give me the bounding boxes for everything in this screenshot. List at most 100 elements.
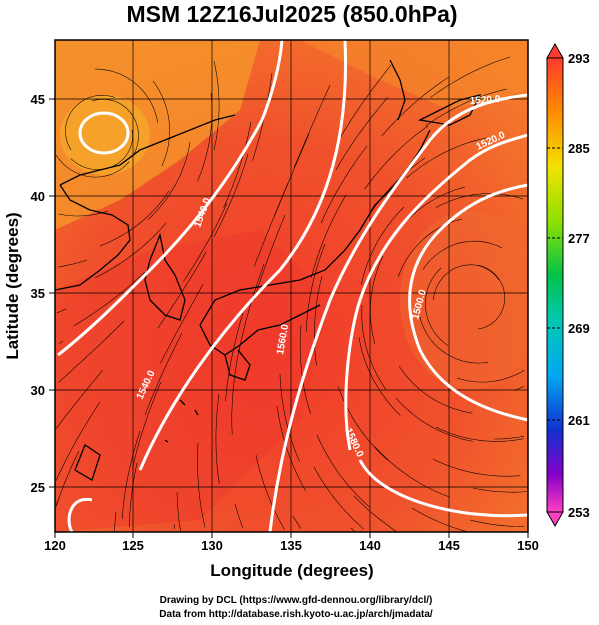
streamline bbox=[55, 401, 101, 481]
streamline bbox=[411, 507, 467, 532]
streamline bbox=[152, 80, 170, 167]
streamline bbox=[160, 283, 204, 364]
x-tick-label: 150 bbox=[517, 538, 539, 553]
streamline bbox=[234, 503, 244, 528]
y-tick-label: 35 bbox=[31, 286, 45, 301]
colorbar: 293 285 277 269 261 253 bbox=[546, 42, 590, 528]
streamline bbox=[225, 312, 244, 402]
streamline bbox=[406, 137, 487, 179]
streamline bbox=[361, 304, 387, 391]
streamline bbox=[121, 430, 141, 520]
streamline bbox=[514, 386, 525, 391]
streamline bbox=[254, 182, 289, 267]
x-tick-label: 125 bbox=[122, 538, 144, 553]
streamline bbox=[183, 202, 228, 282]
streamline bbox=[313, 466, 364, 530]
streamline bbox=[339, 64, 392, 139]
streamline bbox=[337, 385, 388, 461]
streamline bbox=[197, 92, 213, 182]
y-tick-label: 25 bbox=[31, 480, 45, 495]
streamline bbox=[335, 96, 389, 171]
streamline bbox=[419, 316, 489, 364]
x-tick-label: 145 bbox=[438, 538, 460, 553]
y-tick-label: 45 bbox=[31, 92, 45, 107]
streamline bbox=[70, 129, 133, 170]
colorbar-tick-label: 253 bbox=[568, 505, 590, 520]
warm-region-east bbox=[400, 210, 528, 390]
streamline bbox=[293, 84, 331, 168]
streamline bbox=[223, 121, 252, 208]
streamline bbox=[363, 157, 426, 224]
colorbar-bottom-arrow bbox=[546, 511, 564, 528]
colorbar-tick-label: 269 bbox=[568, 321, 590, 336]
streamline bbox=[456, 370, 525, 383]
streamline bbox=[358, 336, 401, 416]
streamline bbox=[292, 515, 302, 529]
streamline bbox=[255, 454, 285, 530]
streamline bbox=[197, 442, 206, 528]
x-tick-label: 135 bbox=[280, 538, 302, 553]
plot-area: 1520.0 1540.0 1540.0 1560.0 1580.0 1520.… bbox=[55, 40, 528, 532]
x-axis-label: Longitude (degrees) bbox=[210, 561, 373, 580]
x-tick-label: 130 bbox=[201, 538, 223, 553]
axis-ticks bbox=[49, 98, 529, 538]
streamline bbox=[99, 190, 170, 247]
streamline bbox=[314, 275, 323, 366]
streamline bbox=[56, 308, 67, 314]
colorbar-top-arrow bbox=[546, 42, 564, 59]
streamline bbox=[254, 214, 286, 300]
streamline bbox=[58, 210, 109, 217]
streamline bbox=[374, 446, 450, 498]
streamline bbox=[58, 320, 125, 383]
streamline bbox=[57, 259, 88, 268]
streamline bbox=[58, 340, 64, 344]
streamline bbox=[231, 344, 241, 435]
streamline bbox=[350, 527, 355, 532]
wind-streamlines bbox=[55, 56, 528, 532]
colorbar-scale bbox=[546, 57, 564, 513]
streamline bbox=[435, 426, 524, 442]
streamline bbox=[65, 95, 116, 151]
streamline bbox=[398, 365, 473, 414]
streamline bbox=[433, 264, 500, 301]
streamline bbox=[469, 519, 525, 527]
streamline bbox=[353, 495, 397, 532]
cool-core-northwest bbox=[60, 95, 150, 175]
x-tick-label: 120 bbox=[44, 538, 66, 553]
streamline bbox=[320, 145, 368, 224]
colorbar-tick-label: 285 bbox=[568, 141, 590, 156]
y-axis-label: Latitude (degrees) bbox=[3, 212, 22, 359]
cool-region-northwest bbox=[55, 40, 260, 230]
streamline bbox=[477, 265, 506, 330]
streamline bbox=[94, 68, 158, 123]
streamline bbox=[311, 194, 347, 278]
streamline bbox=[213, 60, 220, 151]
streamline bbox=[147, 141, 191, 220]
colorbar-tick-label: 277 bbox=[568, 231, 590, 246]
x-tick-labels: 120 125 130 135 140 145 150 bbox=[44, 538, 539, 553]
y-tick-label: 30 bbox=[31, 383, 45, 398]
streamline bbox=[494, 435, 524, 440]
y-tick-label: 40 bbox=[31, 189, 45, 204]
streamline bbox=[144, 332, 183, 416]
streamline bbox=[276, 405, 306, 491]
streamline bbox=[55, 369, 104, 429]
streamline bbox=[395, 397, 473, 442]
contour-label: 1560.0 bbox=[275, 323, 291, 355]
streamline bbox=[381, 76, 450, 137]
x-tick-label: 140 bbox=[359, 538, 381, 553]
colorbar-tick-label: 293 bbox=[568, 51, 590, 66]
streamline bbox=[361, 206, 405, 285]
streamline bbox=[299, 324, 311, 414]
streamline bbox=[56, 499, 59, 505]
streamline bbox=[435, 193, 524, 208]
streamline bbox=[215, 393, 220, 484]
streamline bbox=[176, 491, 181, 532]
streamline bbox=[91, 98, 139, 157]
streamline bbox=[432, 458, 521, 477]
streamline bbox=[430, 56, 511, 98]
streamline bbox=[132, 381, 162, 468]
streamline bbox=[425, 267, 449, 347]
height-contours bbox=[57, 40, 528, 532]
